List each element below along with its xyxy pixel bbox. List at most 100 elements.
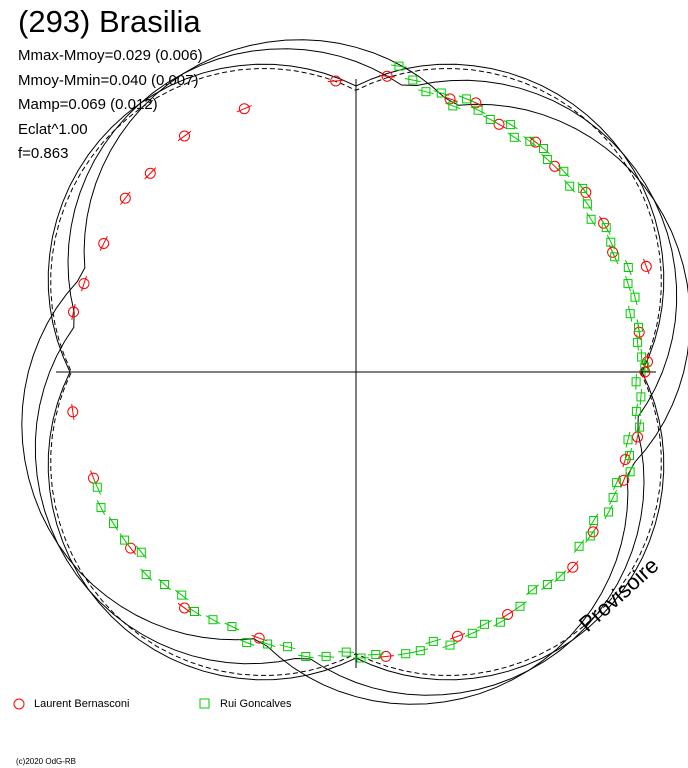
square-point-2-47 (477, 619, 492, 629)
circle-point-1-28 (177, 130, 192, 142)
square-point-2-23 (630, 289, 640, 306)
square-point-2-33 (623, 431, 633, 448)
square-point-2-50 (425, 636, 442, 646)
stats-block: Mmax-Mmoy=0.029 (0.006) Mmoy-Mmin=0.040 … (18, 44, 203, 167)
square-point-2-14 (564, 179, 576, 193)
square-point-2-21 (623, 259, 633, 276)
square-point-2-44 (525, 584, 539, 596)
square-point-2-64 (175, 589, 189, 601)
square-point-2-46 (493, 617, 508, 627)
square-point-2-25 (634, 319, 643, 336)
legend-label-series-1: Laurent Bernasconi (34, 698, 130, 710)
circle-point-1-30 (119, 191, 131, 205)
square-point-2-41 (573, 539, 585, 553)
stat-f: f=0.863 (18, 145, 69, 163)
square-point-2-35 (625, 464, 635, 480)
square-point-2-57 (297, 652, 314, 661)
square-point-2-71 (92, 479, 102, 495)
stat-mamp: Mamp=0.069 (0.012) (18, 96, 158, 114)
square-point-2-0 (391, 61, 407, 71)
circle-point-1-0 (327, 75, 344, 87)
circle-point-1-1 (379, 70, 396, 82)
square-point-2-10 (523, 136, 537, 147)
square-point-2-55 (338, 647, 355, 657)
stat-mmax-mmoy: Mmax-Mmoy=0.029 (0.006) (18, 47, 203, 64)
square-point-2-45 (513, 601, 527, 612)
square-point-2-16 (582, 197, 593, 211)
legend-label-series-2: Rui Goncalves (220, 698, 292, 710)
square-point-2-63 (187, 606, 202, 617)
square-point-2-8 (503, 119, 518, 130)
square-point-2-2 (417, 87, 434, 97)
square-point-2-67 (135, 545, 147, 559)
data-points (67, 61, 653, 663)
square-point-2-32 (635, 419, 645, 436)
square-point-2-49 (442, 640, 458, 650)
circle-point-1-29 (144, 167, 157, 180)
square-point-2-9 (507, 132, 522, 143)
square-point-2-38 (604, 504, 614, 520)
square-point-2-52 (397, 649, 414, 659)
circle-marker-icon (13, 698, 25, 710)
square-point-2-6 (470, 105, 486, 115)
circle-point-1-18 (567, 560, 579, 574)
square-point-2-11 (537, 143, 550, 155)
stat-eclat: Eclat^1.00 (18, 120, 88, 138)
square-point-2-68 (119, 533, 130, 547)
square-point-2-69 (108, 516, 119, 531)
square-point-2-37 (608, 489, 618, 505)
stat-mmoy-mmin: Mmoy-Mmin=0.040 (0.007) (18, 71, 199, 89)
square-point-2-43 (541, 578, 554, 591)
square-point-2-27 (637, 348, 647, 366)
square-point-2-65 (158, 578, 171, 591)
square-point-2-18 (601, 220, 611, 235)
square-point-2-56 (318, 651, 335, 661)
square-point-2-24 (625, 305, 635, 322)
square-point-2-29 (631, 373, 641, 390)
fit-curves (21, 39, 688, 705)
square-point-2-26 (633, 334, 643, 351)
copyright-note: (c)2020 OdG-RB (16, 757, 77, 766)
circle-point-1-27 (236, 103, 252, 115)
square-point-2-42 (554, 570, 567, 583)
square-point-2-1 (404, 75, 421, 85)
square-point-2-62 (205, 615, 221, 625)
square-point-2-66 (140, 568, 153, 581)
circle-point-1-32 (78, 275, 90, 292)
square-point-2-51 (412, 646, 429, 656)
chart-title: (293) Brasilia (18, 4, 201, 39)
square-marker-icon (199, 698, 210, 709)
square-point-2-58 (279, 642, 296, 652)
square-point-2-17 (586, 212, 596, 227)
circle-point-1-12 (642, 353, 653, 370)
square-point-2-19 (606, 234, 616, 250)
square-point-2-20 (610, 249, 620, 265)
square-point-2-5 (458, 94, 474, 104)
square-point-2-60 (239, 638, 255, 647)
square-point-2-12 (541, 153, 554, 166)
square-point-2-36 (612, 475, 622, 491)
square-point-2-13 (557, 165, 570, 178)
square-point-2-34 (625, 447, 634, 464)
square-point-2-39 (589, 513, 599, 528)
square-point-2-48 (464, 628, 480, 638)
circle-point-1-19 (500, 609, 515, 620)
square-point-2-54 (352, 653, 370, 663)
axes (56, 79, 656, 668)
square-point-2-70 (96, 500, 106, 515)
square-point-2-4 (445, 101, 461, 111)
square-point-2-53 (367, 650, 384, 659)
fit-curve-2 (34, 48, 678, 696)
square-point-2-28 (640, 358, 650, 376)
square-point-2-3 (433, 88, 450, 98)
square-point-2-7 (482, 115, 498, 124)
circle-point-1-26 (67, 403, 79, 420)
circle-point-1-10 (640, 258, 652, 275)
square-point-2-40 (585, 529, 596, 543)
circle-point-1-21 (377, 650, 394, 662)
square-point-2-22 (623, 275, 633, 292)
square-point-2-31 (631, 403, 641, 420)
fit-curve-3 (47, 63, 665, 681)
square-point-2-61 (224, 622, 240, 631)
